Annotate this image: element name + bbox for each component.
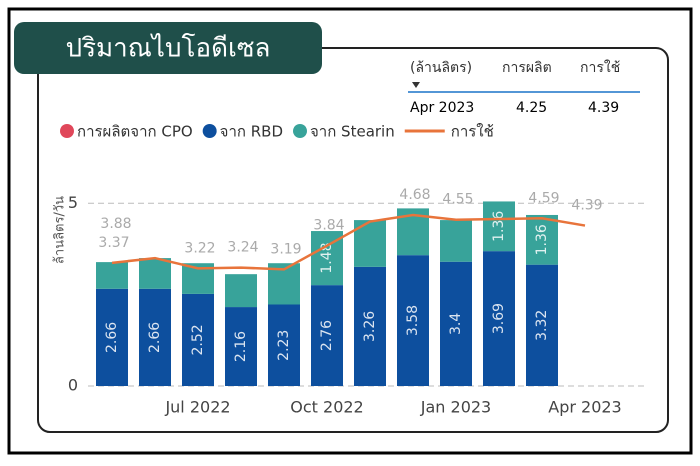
summary-table: (ล้านลิตร) การผลิต การใช้ Apr 2023 4.25 … xyxy=(408,59,640,116)
bar-segment xyxy=(139,288,171,386)
bar-segment xyxy=(182,293,214,386)
table-header: การใช้ xyxy=(580,59,620,76)
line-label: 4.59 xyxy=(528,190,559,206)
x-tick-label: Jul 2022 xyxy=(164,398,230,417)
legend-swatch xyxy=(202,124,217,138)
table-cell: 4.39 xyxy=(588,100,619,116)
bar-segment xyxy=(225,274,257,308)
x-tick-label: Jan 2023 xyxy=(420,398,491,417)
bar-label: 2.23 xyxy=(276,330,292,361)
line xyxy=(111,213,586,271)
bar-label: 3.4 xyxy=(448,313,464,335)
bar-label: 2.52 xyxy=(190,324,206,355)
bar-label: 3.26 xyxy=(362,311,378,342)
table-header: การผลิต xyxy=(502,60,552,76)
x-tick-label: Oct 2022 xyxy=(290,398,363,417)
y-tick-label: 0 xyxy=(68,376,78,395)
bar-label: 2.16 xyxy=(233,331,249,362)
bar-segment xyxy=(139,258,171,289)
line-label: 3.84 xyxy=(313,218,344,234)
bar-segment xyxy=(483,251,515,386)
bar-segment xyxy=(311,285,343,386)
legend-label: จาก RBD xyxy=(220,123,283,141)
y-tick-label: 5 xyxy=(68,193,78,212)
line-label: 3.37 xyxy=(98,235,129,251)
bar-segment xyxy=(225,307,257,386)
frame xyxy=(7,7,693,455)
line-label: 3.19 xyxy=(270,241,301,257)
title-tab xyxy=(14,22,322,74)
legend-label: การผลิตจาก CPO xyxy=(77,123,193,141)
line-label: 4.68 xyxy=(399,187,430,203)
legend-swatch xyxy=(60,124,74,138)
table-cell: 4.25 xyxy=(516,100,547,116)
card xyxy=(37,47,669,433)
legend: การผลิตจาก CPO จาก RBD จาก Stearin การใช้ xyxy=(60,123,494,141)
bar-segment xyxy=(440,261,472,386)
bar-label: 2.66 xyxy=(147,322,163,353)
plot: 0 5 Jul 2022 Oct 2022 Jan 2023 Apr 2023 2.66 2.… xyxy=(68,187,645,417)
sort-icon xyxy=(412,82,420,88)
x-tick-label: Apr 2023 xyxy=(548,398,621,417)
bar-segment xyxy=(440,220,472,262)
bar-label: 3.69 xyxy=(491,303,507,334)
legend-label: การใช้ xyxy=(451,123,494,141)
bar-label: 3.32 xyxy=(534,310,550,341)
bar-label: 1.48 xyxy=(319,243,335,274)
bar-label: 2.76 xyxy=(319,320,335,351)
bar-segment xyxy=(354,266,386,386)
legend-swatch xyxy=(293,124,307,138)
bar-label: 1.36 xyxy=(491,211,507,242)
bar-label: 3.58 xyxy=(405,305,421,336)
title: ปริมาณไบโอดีเซล xyxy=(66,33,271,64)
line-label: 4.55 xyxy=(442,192,473,208)
table-header: (ล้านลิตร) xyxy=(410,60,472,76)
bar-segment xyxy=(268,304,300,386)
annotation: 3.88 xyxy=(100,216,131,232)
line-label: 4.39 xyxy=(571,198,602,214)
bar-segment xyxy=(96,288,128,386)
bar-segment xyxy=(526,264,558,386)
bar-segment xyxy=(526,214,558,265)
legend-label: จาก Stearin xyxy=(310,123,395,141)
bar-label: 1.36 xyxy=(534,224,550,255)
table-cell: Apr 2023 xyxy=(410,100,474,116)
y-axis-label: ล้านลิตร/วัน xyxy=(53,196,68,264)
bar-segment xyxy=(483,201,515,252)
bar-segment xyxy=(96,262,128,289)
bar-label: 2.66 xyxy=(104,322,120,353)
line-label: 3.24 xyxy=(227,240,258,256)
bar-segment xyxy=(397,255,429,386)
line-label: 3.22 xyxy=(184,240,215,256)
